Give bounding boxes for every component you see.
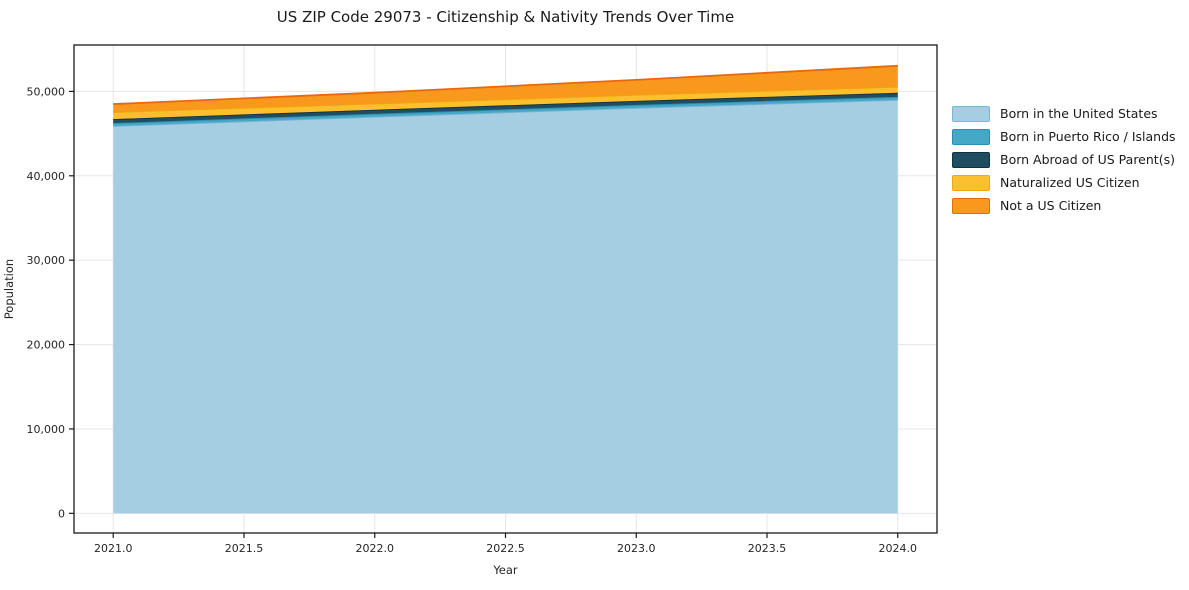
svg-text:2024.0: 2024.0 [879, 542, 918, 555]
svg-text:10,000: 10,000 [27, 423, 66, 436]
legend-swatch-puerto-rico [952, 128, 990, 145]
legend-item-born-us: Born in the United States [952, 102, 1176, 125]
chart-title: US ZIP Code 29073 - Citizenship & Nativi… [276, 8, 735, 26]
legend-item-puerto-rico: Born in Puerto Rico / Islands [952, 125, 1176, 148]
legend-swatch-not-citizen [952, 197, 990, 214]
svg-text:50,000: 50,000 [27, 85, 66, 98]
x-axis-label: Year [493, 563, 518, 577]
svg-text:0: 0 [58, 507, 65, 520]
svg-text:2022.0: 2022.0 [355, 542, 394, 555]
svg-text:2021.0: 2021.0 [94, 542, 133, 555]
legend-label-naturalized: Naturalized US Citizen [1000, 175, 1140, 190]
legend-label-born-us: Born in the United States [1000, 106, 1158, 121]
legend-item-naturalized: Naturalized US Citizen [952, 171, 1176, 194]
legend-label-born-abroad: Born Abroad of US Parent(s) [1000, 152, 1175, 167]
legend-label-puerto-rico: Born in Puerto Rico / Islands [1000, 129, 1176, 144]
legend-item-not-citizen: Not a US Citizen [952, 194, 1176, 217]
svg-text:40,000: 40,000 [27, 170, 66, 183]
legend-label-not-citizen: Not a US Citizen [1000, 198, 1102, 213]
svg-text:2023.0: 2023.0 [617, 542, 656, 555]
svg-text:2022.5: 2022.5 [486, 542, 525, 555]
legend-swatch-born-abroad [952, 151, 990, 168]
svg-text:2023.5: 2023.5 [748, 542, 787, 555]
legend-swatch-born-us [952, 105, 990, 122]
svg-text:20,000: 20,000 [27, 339, 66, 352]
svg-text:2021.5: 2021.5 [225, 542, 264, 555]
svg-text:30,000: 30,000 [27, 254, 66, 267]
legend-item-born-abroad: Born Abroad of US Parent(s) [952, 148, 1176, 171]
y-axis-label: Population [2, 258, 16, 320]
legend: Born in the United States Born in Puerto… [952, 102, 1176, 217]
legend-swatch-naturalized [952, 174, 990, 191]
